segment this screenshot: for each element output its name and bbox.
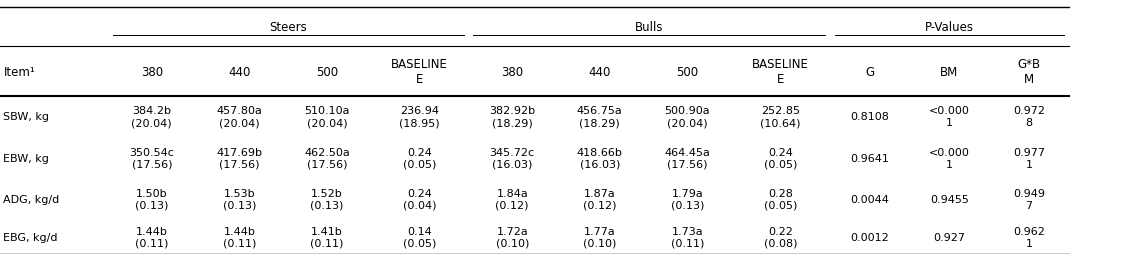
- Text: 1.53b
(0.13): 1.53b (0.13): [223, 189, 256, 210]
- Text: 1.44b
(0.11): 1.44b (0.11): [223, 226, 256, 248]
- Text: 500: 500: [677, 65, 698, 78]
- Text: 382.92b
(18.29): 382.92b (18.29): [489, 106, 536, 128]
- Text: 0.28
(0.05): 0.28 (0.05): [764, 189, 797, 210]
- Text: 464.45a
(17.56): 464.45a (17.56): [664, 147, 711, 169]
- Text: 1.87a
(0.12): 1.87a (0.12): [583, 189, 616, 210]
- Text: 0.8108: 0.8108: [850, 112, 889, 122]
- Text: 236.94
(18.95): 236.94 (18.95): [399, 106, 440, 128]
- Text: 0.24
(0.05): 0.24 (0.05): [764, 147, 797, 169]
- Text: EBW, kg: EBW, kg: [3, 153, 49, 163]
- Text: Steers: Steers: [269, 21, 307, 34]
- Text: 0.949
7: 0.949 7: [1013, 189, 1045, 210]
- Text: 462.50a
(17.56): 462.50a (17.56): [304, 147, 350, 169]
- Text: 350.54c
(17.56): 350.54c (17.56): [130, 147, 174, 169]
- Text: 1.50b
(0.13): 1.50b (0.13): [135, 189, 168, 210]
- Text: 1.77a
(0.10): 1.77a (0.10): [583, 226, 616, 248]
- Text: 500.90a
(20.04): 500.90a (20.04): [664, 106, 711, 128]
- Text: 0.977
1: 0.977 1: [1013, 147, 1045, 169]
- Text: Bulls: Bulls: [634, 21, 664, 34]
- Text: P-Values: P-Values: [924, 21, 974, 34]
- Text: EBG, kg/d: EBG, kg/d: [3, 232, 58, 242]
- Text: 0.24
(0.04): 0.24 (0.04): [402, 189, 437, 210]
- Text: 1.84a
(0.12): 1.84a (0.12): [496, 189, 529, 210]
- Text: 1.52b
(0.13): 1.52b (0.13): [310, 189, 343, 210]
- Text: G*B
M: G*B M: [1018, 58, 1040, 86]
- Text: 0.962
1: 0.962 1: [1013, 226, 1045, 248]
- Text: <0.000
1: <0.000 1: [929, 106, 970, 128]
- Text: SBW, kg: SBW, kg: [3, 112, 49, 122]
- Text: 0.14
(0.05): 0.14 (0.05): [402, 226, 437, 248]
- Text: 0.9641: 0.9641: [850, 153, 889, 163]
- Text: BM: BM: [940, 65, 958, 78]
- Text: 380: 380: [501, 65, 523, 78]
- Text: G: G: [865, 65, 874, 78]
- Text: 1.72a
(0.10): 1.72a (0.10): [496, 226, 529, 248]
- Text: 1.44b
(0.11): 1.44b (0.11): [135, 226, 168, 248]
- Text: BASELINE
E: BASELINE E: [752, 58, 810, 86]
- Text: 510.10a
(20.04): 510.10a (20.04): [304, 106, 350, 128]
- Text: 0.0044: 0.0044: [850, 194, 889, 204]
- Text: 0.22
(0.08): 0.22 (0.08): [764, 226, 797, 248]
- Text: 0.9455: 0.9455: [930, 194, 969, 204]
- Text: 500: 500: [316, 65, 338, 78]
- Text: 1.73a
(0.11): 1.73a (0.11): [671, 226, 704, 248]
- Text: 457.80a
(20.04): 457.80a (20.04): [216, 106, 263, 128]
- Text: 0.24
(0.05): 0.24 (0.05): [402, 147, 437, 169]
- Text: 440: 440: [589, 65, 611, 78]
- Text: 252.85
(10.64): 252.85 (10.64): [761, 106, 800, 128]
- Text: 0.972
8: 0.972 8: [1013, 106, 1045, 128]
- Text: 380: 380: [141, 65, 163, 78]
- Text: 1.41b
(0.11): 1.41b (0.11): [310, 226, 343, 248]
- Text: 384.2b
(20.04): 384.2b (20.04): [132, 106, 172, 128]
- Text: 456.75a
(18.29): 456.75a (18.29): [576, 106, 623, 128]
- Text: BASELINE
E: BASELINE E: [391, 58, 448, 86]
- Text: 440: 440: [229, 65, 250, 78]
- Text: 0.927: 0.927: [933, 232, 965, 242]
- Text: ADG, kg/d: ADG, kg/d: [3, 194, 59, 204]
- Text: 1.79a
(0.13): 1.79a (0.13): [671, 189, 704, 210]
- Text: <0.000
1: <0.000 1: [929, 147, 970, 169]
- Text: Item¹: Item¹: [3, 65, 35, 78]
- Text: 417.69b
(17.56): 417.69b (17.56): [216, 147, 263, 169]
- Text: 345.72c
(16.03): 345.72c (16.03): [490, 147, 534, 169]
- Text: 0.0012: 0.0012: [850, 232, 889, 242]
- Text: 418.66b
(16.03): 418.66b (16.03): [576, 147, 623, 169]
